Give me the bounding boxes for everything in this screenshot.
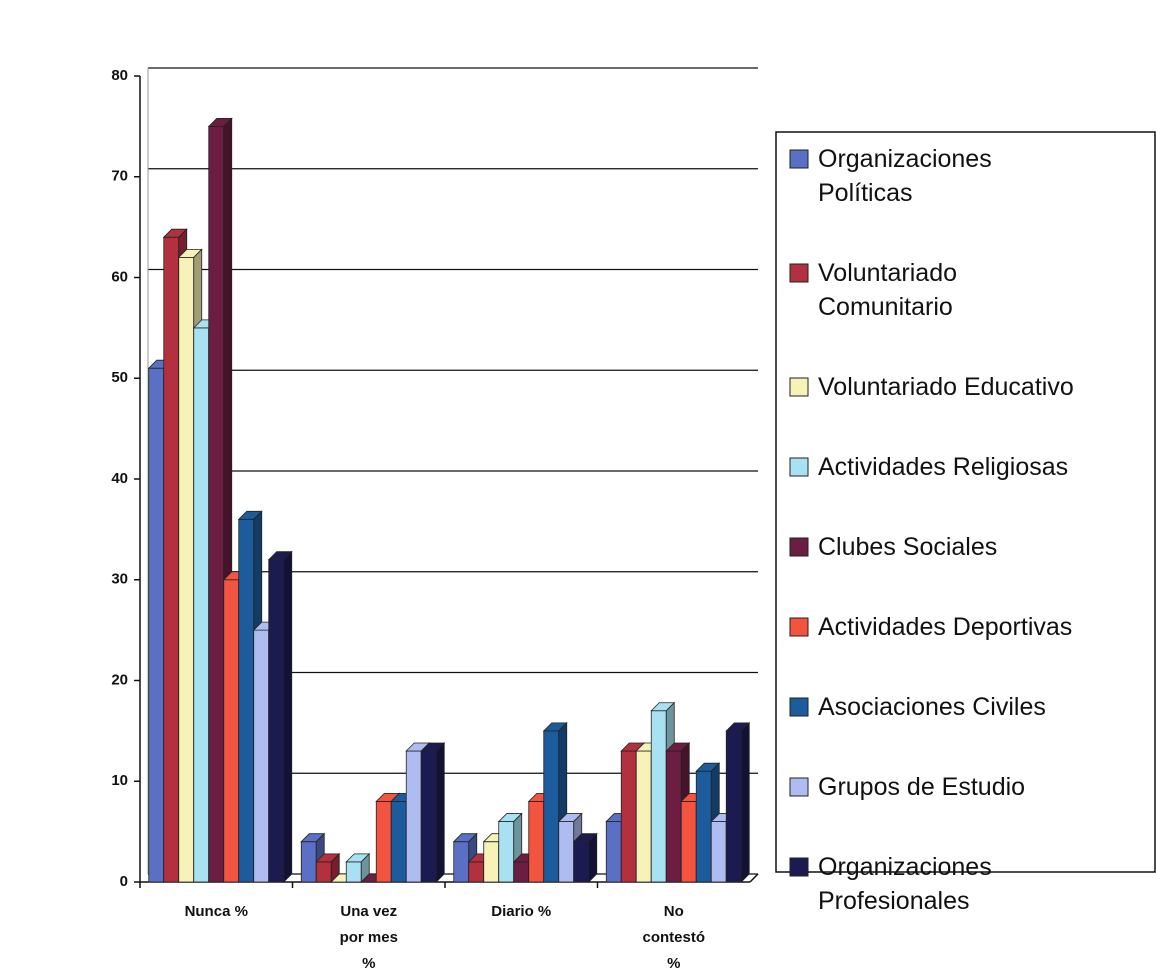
bar-front: [635, 750, 652, 883]
bar-front: [390, 801, 407, 883]
y-tick-label: 10: [111, 772, 128, 789]
bar-front: [315, 861, 332, 883]
legend-label: Voluntariado Educativo: [818, 373, 1074, 401]
bar-front: [725, 730, 742, 883]
bar-front: [573, 841, 590, 883]
y-tick-label: 20: [111, 671, 128, 688]
bar-front: [268, 559, 285, 883]
bar: [315, 852, 341, 883]
legend-label: Organizaciones Políticas: [818, 145, 992, 207]
bar-front: [650, 710, 667, 883]
x-tick-label: No contestó%: [642, 903, 705, 972]
legend-swatch: [789, 537, 809, 557]
bar: [267, 550, 293, 883]
legend-swatch: [789, 377, 809, 397]
legend-label: Grupos de Estudio: [818, 773, 1025, 801]
legend-label: Asociaciones Civiles: [818, 693, 1046, 721]
legend-swatch: [789, 777, 809, 797]
y-tick-label: 70: [111, 168, 128, 185]
legend-swatch: [789, 457, 809, 477]
bar-front: [208, 125, 225, 883]
bar-front: [620, 750, 637, 883]
bar-front: [710, 821, 727, 883]
bar-front: [223, 579, 240, 883]
bar-front: [405, 750, 422, 883]
x-tick-label: Una vez por mes%: [340, 903, 398, 972]
legend-label: Actividades Religiosas: [818, 453, 1068, 481]
x-tick-label: Diario %: [491, 903, 551, 920]
bar-front: [513, 861, 530, 883]
bar-side: [740, 721, 750, 883]
legend-swatch: [789, 263, 809, 283]
bar-front: [558, 821, 575, 883]
bar-front: [695, 770, 712, 883]
bar-front: [453, 841, 470, 883]
bar-front: [193, 327, 210, 883]
legend-label: Actividades Deportivas: [818, 613, 1072, 641]
bar-front: [468, 861, 485, 883]
bar: [420, 742, 446, 883]
bar-side: [588, 832, 598, 883]
legend-swatch: [789, 617, 809, 637]
legend-label: Organizaciones Profesionales: [818, 853, 992, 915]
y-tick-label: 40: [111, 470, 128, 487]
bar-side: [435, 742, 445, 883]
x-tick-label: Nunca %: [185, 903, 248, 920]
bar-front: [178, 256, 195, 883]
bar: [572, 832, 598, 883]
bar: [725, 721, 751, 883]
bar-front: [543, 730, 560, 883]
bar-front: [605, 821, 622, 883]
y-tick-label: 0: [120, 873, 128, 890]
bar-front: [148, 367, 165, 883]
legend-box: [775, 131, 1156, 873]
bar-side: [283, 550, 293, 883]
legend-swatch: [789, 149, 809, 169]
bar-front: [528, 801, 545, 883]
bar-front: [420, 750, 437, 883]
bar-front: [345, 861, 362, 883]
legend-label: Voluntariado Comunitario: [818, 259, 957, 321]
bar-front: [498, 821, 515, 883]
bar-front: [300, 841, 317, 883]
y-tick-label: 60: [111, 268, 128, 285]
legend-swatch: [789, 857, 809, 877]
bar-front: [483, 841, 500, 883]
bar: [542, 721, 568, 883]
floor-edge: [749, 873, 759, 883]
bar-front: [238, 518, 255, 883]
bar-front: [163, 236, 180, 883]
bar-front: [375, 801, 392, 883]
bar-front: [665, 750, 682, 883]
legend-label: Clubes Sociales: [818, 533, 997, 561]
y-tick-label: 30: [111, 571, 128, 588]
y-tick-label: 50: [111, 369, 128, 386]
legend-swatch: [789, 697, 809, 717]
bar-front: [253, 629, 270, 883]
y-tick-label: 80: [111, 67, 128, 84]
bar-front: [680, 801, 697, 883]
